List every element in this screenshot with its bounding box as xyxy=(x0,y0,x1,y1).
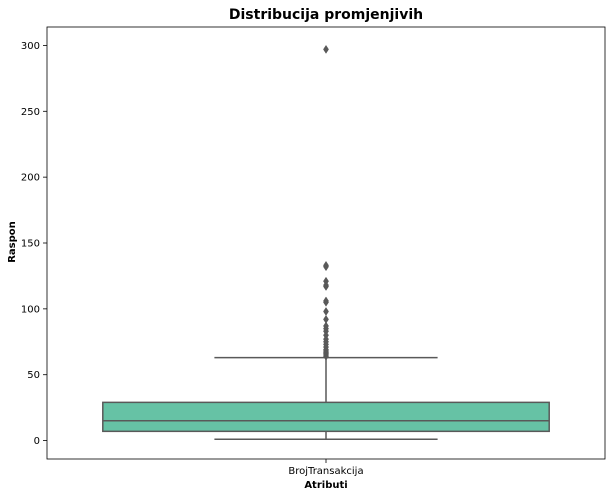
outlier-point xyxy=(323,276,329,286)
x-axis-label: Atributi xyxy=(304,480,347,491)
y-tick-label: 100 xyxy=(21,304,40,315)
y-tick-label: 50 xyxy=(27,370,40,381)
outlier-point xyxy=(323,260,329,270)
outlier-point xyxy=(323,307,329,316)
y-tick-label: 150 xyxy=(21,239,40,250)
x-tick-label: BrojTransakcija xyxy=(288,466,363,477)
y-tick-label: 250 xyxy=(21,107,40,118)
outlier-point xyxy=(323,321,329,331)
outlier-point xyxy=(323,314,329,324)
y-axis-label: Raspon xyxy=(7,221,18,263)
outlier-point xyxy=(323,44,329,54)
chart-title: Distribucija promjenjivih xyxy=(229,7,423,23)
iqr-box xyxy=(102,401,550,433)
y-tick-label: 0 xyxy=(34,436,40,447)
y-tick-label: 300 xyxy=(21,41,40,52)
plot-area: 0 50 100 150 200 250 300 BrojTransakcija xyxy=(21,26,606,477)
y-tick-label: 200 xyxy=(21,173,40,184)
outlier-point xyxy=(323,296,329,306)
